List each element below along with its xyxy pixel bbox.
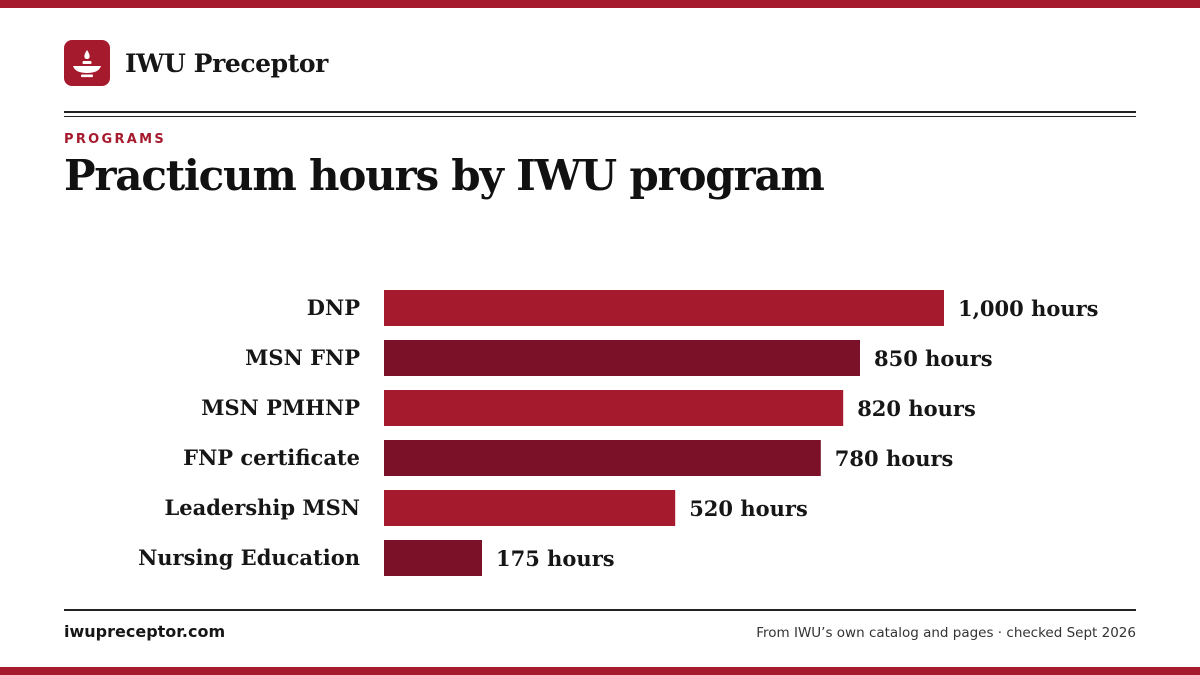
- lamp-icon: [64, 40, 110, 86]
- category-label: DNP: [307, 295, 360, 320]
- value-label: 175 hours: [496, 546, 615, 571]
- bar: [384, 290, 944, 326]
- bar-chart: DNP 1,000 hours MSN FNP 850 hours MSN PMHNP 8…: [138, 290, 1099, 576]
- top-accent-band: [0, 0, 1200, 8]
- category-label: Leadership MSN: [164, 495, 360, 520]
- footer-source: From IWU’s own catalog and pages · check…: [756, 625, 1136, 641]
- header-rule-secondary: [64, 116, 1136, 117]
- footer-site[interactable]: iwupreceptor.com: [64, 622, 226, 641]
- page-title: Practicum hours by IWU program: [64, 151, 825, 200]
- bar: [384, 490, 676, 526]
- category-label: Nursing Education: [138, 545, 360, 570]
- header-rule: [64, 111, 1136, 113]
- bar: [384, 390, 844, 426]
- value-label: 820 hours: [857, 396, 976, 421]
- value-label: 780 hours: [835, 446, 954, 471]
- value-label: 520 hours: [689, 496, 808, 521]
- bar: [384, 440, 821, 476]
- brand-name: IWU Preceptor: [125, 48, 328, 78]
- value-label: 850 hours: [874, 346, 993, 371]
- bottom-accent-band: [0, 667, 1200, 675]
- section-eyebrow: PROGRAMS: [64, 132, 167, 147]
- brand[interactable]: IWU Preceptor: [64, 40, 328, 86]
- footer-rule: [64, 609, 1136, 611]
- bar: [384, 340, 860, 376]
- category-label: FNP certificate: [183, 445, 360, 470]
- category-label: MSN PMHNP: [201, 395, 360, 420]
- category-label: MSN FNP: [245, 345, 360, 370]
- value-label: 1,000 hours: [958, 296, 1099, 321]
- bar: [384, 540, 482, 576]
